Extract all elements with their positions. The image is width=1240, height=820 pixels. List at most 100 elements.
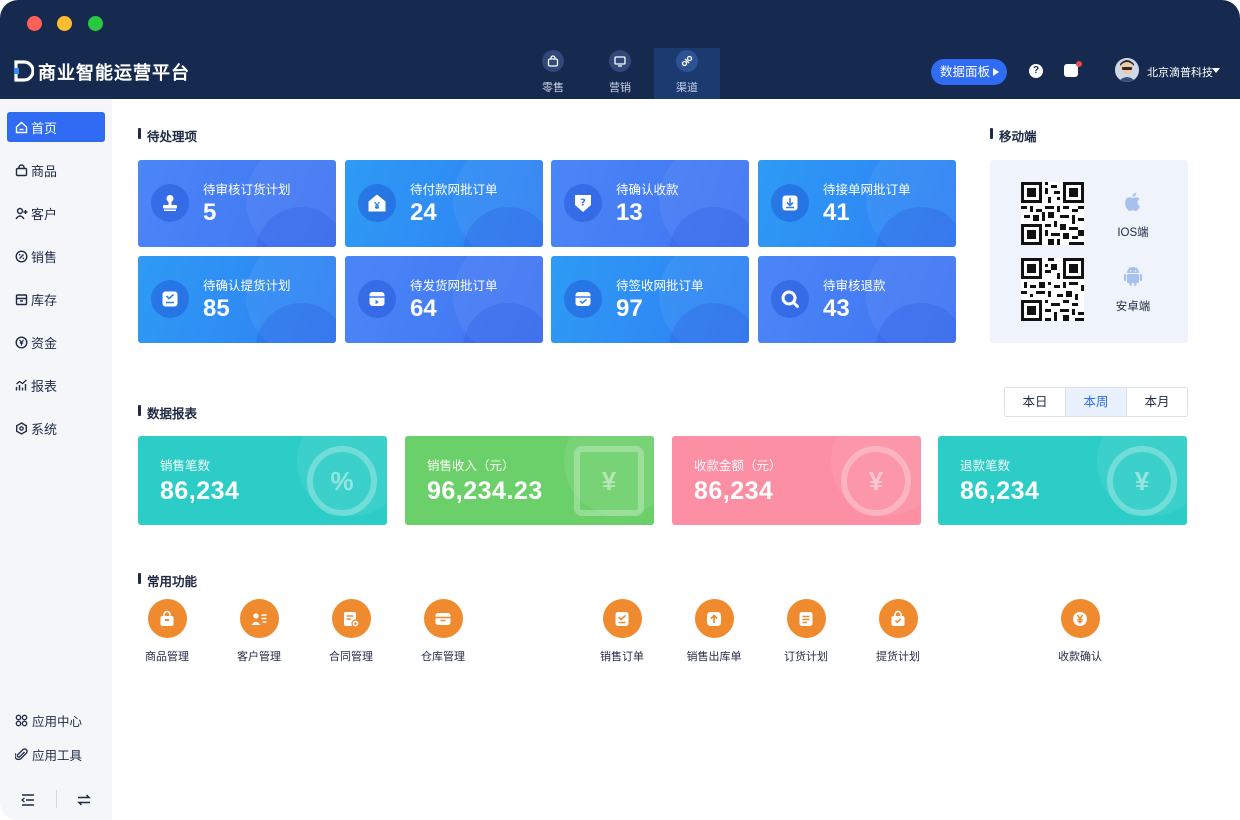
pending-card-value: 64 xyxy=(410,295,437,322)
pending-card-value: 85 xyxy=(203,295,230,322)
sidebar-item-funds[interactable]: 资金 xyxy=(7,327,105,357)
period-week-button[interactable]: 本周 xyxy=(1066,388,1127,416)
tab-retail[interactable]: 零售 xyxy=(520,48,586,99)
pending-card-value: 43 xyxy=(823,295,850,322)
help-icon[interactable]: ? xyxy=(1029,64,1043,78)
minimize-window-button[interactable] xyxy=(57,16,72,31)
home-icon xyxy=(15,121,28,134)
period-today-button[interactable]: 本日 xyxy=(1005,388,1066,416)
stat-card[interactable]: ¥ 收款金额（元） 86,234 xyxy=(672,436,921,525)
function-label: 提货计划 xyxy=(876,651,920,663)
pending-section-title: 待处理项 xyxy=(138,126,197,145)
android-label: 安卓端 xyxy=(1115,301,1151,313)
function-customer-management[interactable]: 客户管理 xyxy=(219,599,299,664)
stat-card[interactable]: ¥ 销售收入（元） 96,234.23 xyxy=(405,436,654,525)
monitor-icon xyxy=(609,50,631,72)
sidebar-item-home[interactable]: 首页 xyxy=(7,112,105,142)
function-pickup-plan[interactable]: 提货计划 xyxy=(858,599,938,664)
download-tray-icon xyxy=(771,184,809,222)
card-decoration xyxy=(453,256,543,343)
pending-card[interactable]: 待接单网批订单 41 xyxy=(758,160,956,247)
app-title: 商业智能运营平台 xyxy=(38,63,190,83)
app-logo-icon xyxy=(14,60,34,82)
tab-channel[interactable]: 渠道 xyxy=(654,48,720,99)
card-decoration xyxy=(246,256,336,343)
pending-card[interactable]: 待审核订货计划 5 xyxy=(138,160,336,247)
sidebar-item-label: 商品 xyxy=(31,163,58,179)
dashboard-button[interactable]: 数据面板 xyxy=(931,59,1007,85)
maximize-window-button[interactable] xyxy=(88,16,103,31)
sidebar-item-label: 客户 xyxy=(31,206,58,222)
message-icon[interactable] xyxy=(1064,61,1082,77)
pending-card-value: 13 xyxy=(616,199,643,226)
sidebar-item-sales[interactable]: 销售 xyxy=(7,241,105,271)
ios-label: IOS端 xyxy=(1117,227,1149,239)
sidebar-item-label: 销售 xyxy=(31,249,58,265)
pending-card[interactable]: 待付款网批订单 24 xyxy=(345,160,543,247)
stat-card-label: 销售收入（元） xyxy=(427,459,515,473)
check-document-icon xyxy=(602,599,642,638)
function-payment-confirm[interactable]: 收款确认 xyxy=(1040,599,1120,664)
channel-link-icon xyxy=(676,50,698,72)
sidebar: 首页 商品 客户 销售 库存 资金 报表 系统 xyxy=(0,99,112,820)
sidebar-item-reports[interactable]: 报表 xyxy=(7,370,105,400)
function-contract-management[interactable]: 合同管理 xyxy=(311,599,391,664)
card-decoration xyxy=(866,256,956,343)
pending-card[interactable]: 待确认提货计划 85 xyxy=(138,256,336,343)
house-yen-icon xyxy=(358,184,396,222)
pending-card-label: 待审核退款 xyxy=(823,279,886,293)
android-icon xyxy=(1124,267,1142,286)
play-icon xyxy=(993,68,999,76)
upload-box-icon xyxy=(694,599,734,638)
user-add-icon xyxy=(15,207,28,220)
chevron-down-icon[interactable] xyxy=(1212,68,1220,73)
pending-card[interactable]: 待签收网批订单 97 xyxy=(551,256,749,343)
stat-card[interactable]: ¥ 退款笔数 86,234 xyxy=(938,436,1187,525)
pending-card[interactable]: ? 待确认收款 13 xyxy=(551,160,749,247)
yen-icon xyxy=(15,335,28,349)
close-window-button[interactable] xyxy=(27,16,42,31)
android-qr-code[interactable] xyxy=(1021,258,1084,321)
yen-icon xyxy=(1060,599,1100,638)
collapse-menu-icon[interactable] xyxy=(18,790,38,810)
pending-card[interactable]: 待审核退款 43 xyxy=(758,256,956,343)
ios-qr-code[interactable] xyxy=(1021,182,1084,245)
yen-coin-icon: ¥ xyxy=(841,446,911,516)
pending-card-label: 待确认提货计划 xyxy=(203,279,291,293)
question-shield-icon: ? xyxy=(564,184,602,222)
pending-card[interactable]: 待发货网批订单 64 xyxy=(345,256,543,343)
function-sales-outbound[interactable]: 销售出库单 xyxy=(674,599,754,664)
card-decoration xyxy=(246,160,336,247)
sidebar-item-inventory[interactable]: 库存 xyxy=(7,284,105,314)
function-sales-order[interactable]: 销售订单 xyxy=(582,599,662,664)
tab-marketing[interactable]: 营销 xyxy=(587,48,653,99)
yen-download-icon: ¥ xyxy=(574,446,644,516)
card-decoration xyxy=(659,160,749,247)
bag-icon xyxy=(15,163,28,177)
stat-card[interactable]: % 销售笔数 86,234 xyxy=(138,436,387,525)
function-order-plan[interactable]: 订货计划 xyxy=(766,599,846,664)
company-name[interactable]: 北京滴普科技 xyxy=(1147,67,1213,79)
chart-icon xyxy=(15,379,28,392)
period-switch: 本日 本周 本月 xyxy=(1004,387,1188,417)
sidebar-item-customers[interactable]: 客户 xyxy=(7,198,105,228)
stat-card-label: 退款笔数 xyxy=(960,459,1011,473)
function-warehouse-management[interactable]: 仓库管理 xyxy=(403,599,483,664)
function-product-management[interactable]: 商品管理 xyxy=(127,599,207,664)
avatar[interactable] xyxy=(1115,58,1139,82)
function-label: 收款确认 xyxy=(1058,651,1102,663)
paperclip-icon xyxy=(15,747,28,761)
card-decoration xyxy=(866,160,956,247)
app-center-link[interactable]: 应用中心 xyxy=(7,708,105,732)
period-month-button[interactable]: 本月 xyxy=(1144,395,1170,409)
pending-card-label: 待确认收款 xyxy=(616,183,679,197)
sidebar-item-products[interactable]: 商品 xyxy=(7,155,105,185)
function-label: 合同管理 xyxy=(329,651,373,663)
pending-card-label: 待审核订货计划 xyxy=(203,183,291,197)
switch-icon[interactable] xyxy=(74,790,94,810)
sidebar-item-system[interactable]: 系统 xyxy=(7,413,105,443)
card-decoration xyxy=(659,256,749,343)
app-tools-link[interactable]: 应用工具 xyxy=(7,742,105,766)
bag-icon xyxy=(147,599,187,638)
